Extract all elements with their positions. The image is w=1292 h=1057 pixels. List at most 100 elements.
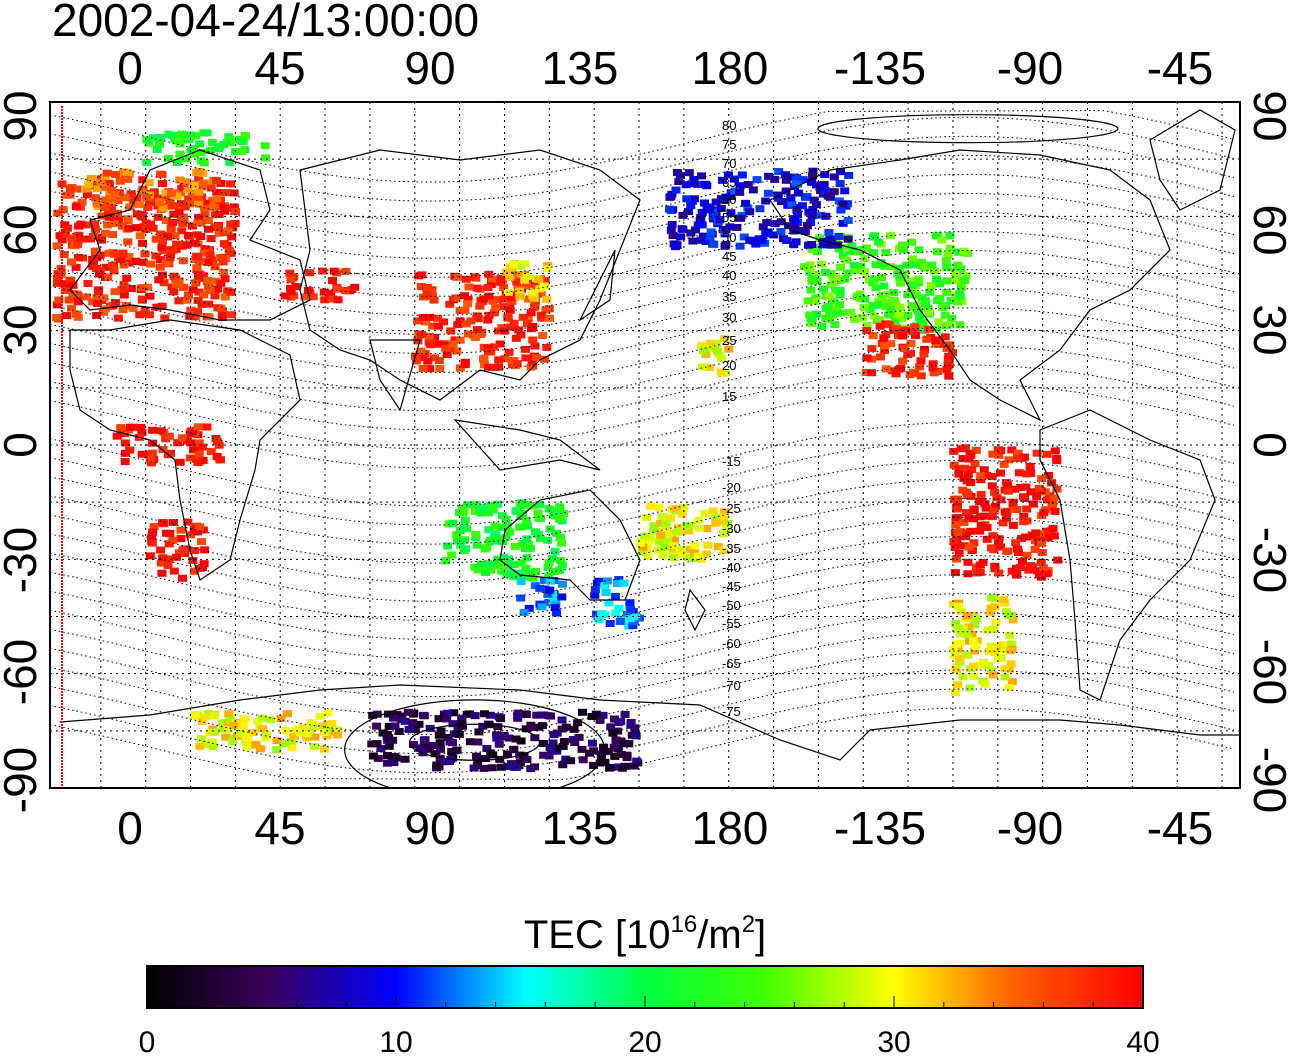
tec-cell [689, 180, 699, 188]
tec-cell [555, 566, 565, 574]
tec-cell [199, 291, 209, 299]
tec-cell [637, 548, 647, 556]
tec-cell [548, 590, 558, 598]
tec-cell [116, 424, 126, 432]
tec-cell [291, 283, 301, 291]
tec-cell [93, 299, 103, 307]
tec-cell [961, 271, 971, 279]
tec-cell [951, 688, 961, 696]
tec-cell [808, 206, 818, 214]
tec-cell [194, 439, 204, 447]
tec-cell [190, 239, 200, 247]
tec-cell [236, 730, 246, 738]
tec-cell [684, 527, 694, 535]
tec-cell [189, 525, 199, 533]
tec-cell [600, 582, 610, 590]
tec-cell [505, 528, 515, 536]
tec-cell [341, 287, 351, 295]
tec-cell [482, 744, 492, 752]
tec-cell [136, 224, 146, 232]
magnetic-contour [50, 116, 1235, 202]
coastline-australia [499, 489, 641, 601]
tec-cell [944, 372, 954, 380]
colorbar-tick-label: 30 [877, 1026, 910, 1057]
tec-cell [538, 739, 548, 747]
tec-cell [955, 292, 965, 300]
tec-cell [175, 176, 185, 184]
tec-cell [190, 313, 200, 321]
tec-cell [538, 332, 548, 340]
tec-cell [882, 291, 892, 299]
tec-cell [205, 251, 215, 259]
tec-cell [676, 550, 686, 558]
right-tick-label: 30 [1244, 304, 1292, 355]
tec-cell [77, 198, 87, 206]
contour-label: 80 [722, 118, 736, 133]
tec-cell [697, 342, 707, 350]
tec-cell [940, 333, 950, 341]
left-tick-label: 0 [0, 432, 46, 458]
tec-cell [521, 282, 531, 290]
tec-cell [177, 130, 187, 138]
tec-cell [447, 551, 457, 559]
tec-cell [964, 514, 974, 522]
tec-cell [800, 193, 810, 201]
tec-cell [956, 284, 966, 292]
tec-cell [703, 541, 713, 549]
tec-cell [158, 180, 168, 188]
tec-cell [52, 242, 62, 250]
tec-cell [503, 313, 513, 321]
tec-cell [552, 744, 562, 752]
tec-cell [987, 513, 997, 521]
tec-cell [832, 305, 842, 313]
tec-cell [807, 212, 817, 220]
colorbar-title-suffix: ] [755, 913, 766, 957]
colorbar-tick-label: 10 [379, 1026, 412, 1057]
tec-cell [227, 233, 237, 241]
tec-cell [763, 228, 773, 236]
tec-cell [227, 311, 237, 319]
tec-cell [931, 337, 941, 345]
tec-cell [628, 622, 638, 630]
tec-cell [993, 539, 1003, 547]
tec-cell [989, 507, 999, 515]
tec-cell [52, 314, 62, 322]
tec-cell [166, 250, 176, 258]
tec-cell [994, 535, 1004, 543]
tec-cell [389, 759, 399, 767]
tec-cell [481, 569, 491, 577]
tec-cell [1049, 494, 1059, 502]
tec-cell [642, 513, 652, 521]
tec-cell [605, 619, 615, 627]
tec-cell [701, 238, 711, 246]
tec-cell [1007, 678, 1017, 686]
tec-cell [137, 429, 147, 437]
tec-cell [792, 180, 802, 188]
tec-cell [555, 515, 565, 523]
tec-cell [484, 348, 494, 356]
coastline-antarctica [59, 684, 1240, 761]
tec-cell [898, 357, 908, 365]
tec-cell [58, 206, 68, 214]
tec-cell [1052, 454, 1062, 462]
tec-cell [207, 738, 217, 746]
tec-cell [516, 737, 526, 745]
contour-label: -65 [722, 656, 741, 671]
tec-cell [1034, 571, 1044, 579]
tec-cell [408, 740, 418, 748]
tec-cell [168, 219, 178, 227]
tec-cell [666, 192, 676, 200]
tec-cell [615, 617, 625, 625]
tec-cell [625, 599, 635, 607]
tec-cell [463, 300, 473, 308]
tec-cell [610, 715, 620, 723]
tec-cell [861, 368, 871, 376]
tec-cell [949, 461, 959, 469]
tec-cell [109, 190, 119, 198]
tec-cell [156, 427, 166, 435]
tec-cell [910, 324, 920, 332]
tec-cell [723, 519, 733, 527]
tec-cell [715, 216, 725, 224]
tec-cell [227, 734, 237, 742]
